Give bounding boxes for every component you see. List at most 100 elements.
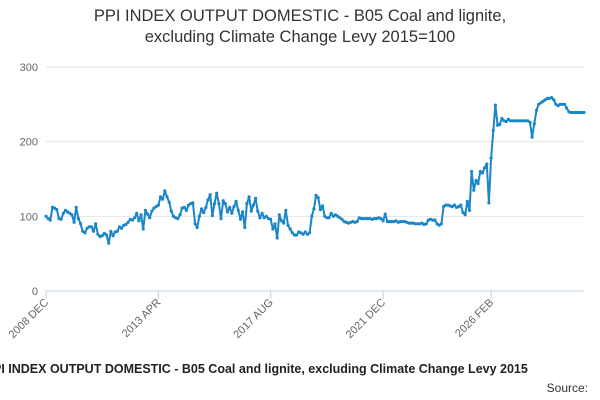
data-point — [191, 201, 195, 205]
data-point — [72, 220, 76, 224]
source-label: Source: — [546, 381, 588, 395]
data-point — [146, 212, 150, 216]
data-point — [94, 222, 98, 226]
data-point — [321, 204, 325, 208]
data-point — [582, 110, 586, 115]
data-point — [230, 211, 234, 215]
data-point — [167, 200, 171, 204]
data-point — [312, 207, 316, 211]
data-point — [210, 214, 214, 218]
data-point — [303, 230, 307, 234]
data-point — [156, 203, 160, 207]
data-point — [241, 210, 245, 214]
data-point — [318, 208, 322, 212]
data-point — [569, 110, 573, 115]
data-point — [182, 205, 186, 209]
data-point — [104, 233, 109, 237]
chart-title-line-2: excluding Climate Change Levy 2015=100 — [144, 28, 456, 46]
data-point — [109, 229, 113, 233]
data-point — [48, 218, 52, 222]
data-point — [148, 216, 152, 220]
y-tick-label: 100 — [20, 211, 38, 223]
data-point — [193, 222, 197, 226]
data-point — [254, 196, 258, 200]
data-point — [219, 217, 223, 221]
data-point — [55, 208, 59, 212]
data-point — [571, 110, 575, 115]
data-point — [143, 208, 147, 212]
data-point — [277, 213, 281, 217]
data-point — [498, 122, 502, 127]
data-point — [295, 233, 299, 237]
data-point — [383, 212, 387, 216]
data-point — [372, 217, 376, 221]
data-point — [70, 213, 74, 217]
data-point — [124, 222, 128, 227]
data-point — [508, 119, 513, 123]
data-point — [519, 119, 523, 123]
data-point — [273, 222, 277, 226]
data-point — [528, 120, 532, 124]
data-point — [575, 110, 580, 115]
data-point — [400, 220, 405, 224]
data-point — [256, 209, 260, 213]
data-point — [133, 216, 137, 220]
data-point — [111, 234, 115, 238]
data-point — [282, 221, 286, 225]
data-point — [197, 214, 201, 218]
y-tick-label: 300 — [20, 62, 38, 74]
data-point — [139, 213, 143, 217]
data-point — [130, 218, 134, 222]
data-point — [264, 214, 268, 218]
x-tick-label: 2021 DEC — [344, 297, 388, 341]
data-point — [387, 220, 392, 224]
data-point — [115, 229, 119, 233]
data-point — [271, 227, 275, 231]
data-point — [184, 208, 188, 212]
data-point — [301, 232, 305, 236]
data-point — [550, 96, 554, 100]
data-point — [424, 222, 428, 226]
data-point — [565, 106, 569, 110]
data-point — [165, 195, 169, 199]
data-point — [275, 236, 279, 240]
data-point — [169, 209, 173, 213]
data-point — [483, 166, 487, 170]
x-tick-label: 2013 APR — [120, 297, 164, 341]
data-point — [288, 227, 292, 231]
data-point — [409, 221, 413, 225]
data-point — [461, 211, 465, 215]
data-point — [251, 203, 255, 207]
data-point — [500, 116, 504, 121]
data-point — [135, 211, 139, 215]
y-tick-label: 0 — [32, 286, 38, 298]
data-point — [489, 156, 493, 160]
y-tick-label: 200 — [20, 137, 38, 149]
data-point — [221, 199, 225, 203]
data-point — [208, 193, 212, 197]
data-point — [202, 211, 206, 215]
data-point — [232, 205, 236, 209]
data-point — [258, 216, 262, 220]
data-point — [390, 220, 394, 224]
data-point — [87, 225, 91, 229]
data-point — [327, 216, 331, 220]
data-point — [74, 205, 78, 209]
data-point — [141, 227, 145, 231]
data-point — [59, 217, 63, 221]
data-point — [472, 188, 476, 192]
data-point — [279, 219, 284, 223]
data-point — [459, 203, 463, 207]
data-point — [314, 193, 318, 197]
x-tick-label: 2017 AUG — [231, 297, 275, 341]
data-point — [465, 199, 469, 203]
data-point — [439, 222, 443, 226]
data-point — [310, 214, 314, 218]
data-point — [552, 98, 556, 102]
data-point — [355, 220, 359, 224]
data-point — [485, 162, 489, 166]
data-point — [530, 135, 534, 139]
data-point — [329, 211, 333, 215]
x-tick-label: 2026 FEB — [453, 297, 496, 340]
data-point — [560, 102, 565, 106]
